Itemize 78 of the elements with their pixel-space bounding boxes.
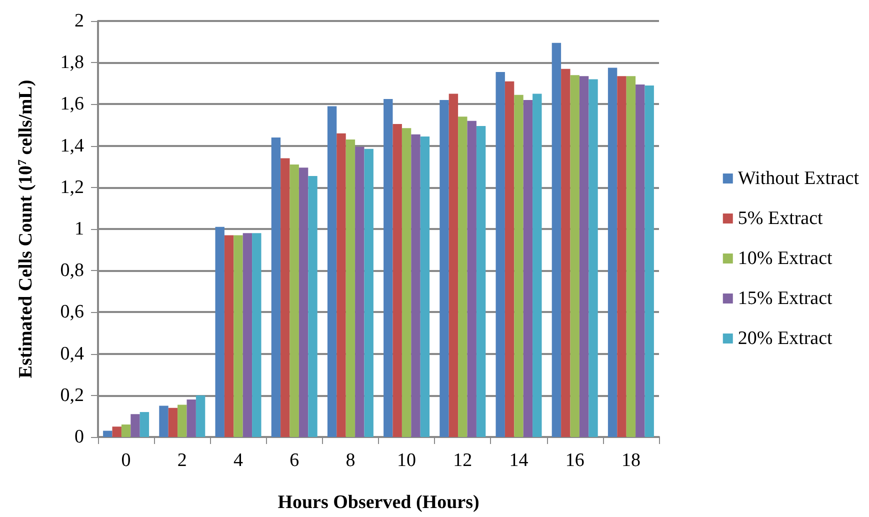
bar [448,94,458,437]
bar [411,134,420,437]
bar [644,85,654,437]
legend-label: Without Extract [738,168,860,189]
bar [252,233,262,437]
bar [504,81,514,437]
bar [552,42,562,437]
bar [103,430,112,437]
bar [336,133,346,437]
x-tick-label: 2 [177,450,187,471]
bar [112,426,122,437]
bar [532,94,542,437]
y-tick-label: 2 [74,10,84,32]
bar [168,408,178,437]
x-axis-title: Hours Observed (Hours) [278,492,480,513]
bar [588,79,598,437]
x-tick-label: 18 [621,450,640,471]
x-tick-label: 16 [565,450,584,471]
x-tick-label: 14 [509,450,529,471]
bar [626,76,636,437]
y-tick-label: 1,4 [60,135,84,156]
bar [186,400,196,437]
bar [579,76,589,437]
x-tick-label: 8 [346,450,356,471]
x-tick-label: 4 [234,450,244,471]
bar [130,414,140,437]
x-tick-label: 10 [397,450,416,471]
y-tick-label: 0,6 [60,302,84,323]
bar [496,72,505,437]
bar [402,128,412,437]
y-tick-label: 0,4 [60,343,84,364]
x-tick-label: 6 [290,450,300,471]
bar [617,76,626,437]
y-tick-label: 1,6 [60,94,84,115]
bar [224,235,234,437]
y-tick-label: 1 [74,218,84,240]
y-tick-label: 0,8 [60,260,84,282]
bar [140,412,150,437]
bar [346,140,356,437]
bar [242,233,252,437]
bar [215,226,224,437]
bar [514,94,524,437]
bar [636,84,645,437]
legend-label: 5% Extract [738,208,824,229]
bar [384,99,393,437]
bar [178,404,187,437]
bar [440,100,449,437]
y-tick-label: 1,8 [60,52,84,74]
bar [523,100,533,437]
x-tick-label: 0 [121,450,131,471]
bar [234,235,243,437]
y-tick-label: 0 [74,426,84,448]
y-tick-label: 0,2 [60,384,84,406]
bar [570,75,580,437]
bar [355,146,364,437]
bar [608,68,618,437]
legend-label: 15% Extract [738,288,834,309]
bar [290,164,299,437]
bar [420,136,430,437]
bar [467,120,476,437]
bar [280,158,290,437]
bar [308,176,318,437]
bar [159,406,168,437]
bar [364,148,374,437]
bar [458,116,468,437]
bar [271,137,281,437]
bar [196,395,206,437]
bar [561,68,570,437]
legend-label: 20% Extract [738,328,834,349]
bar [476,126,486,437]
x-tick-label: 12 [453,450,472,471]
legend-label: 10% Extract [738,248,834,269]
y-axis-title: Estimated Cells Count (107 cells/mL) [15,80,36,378]
bar [121,424,131,437]
bar [298,168,308,437]
bar [392,124,402,437]
bar [327,106,337,437]
y-tick-label: 1,2 [60,176,84,198]
